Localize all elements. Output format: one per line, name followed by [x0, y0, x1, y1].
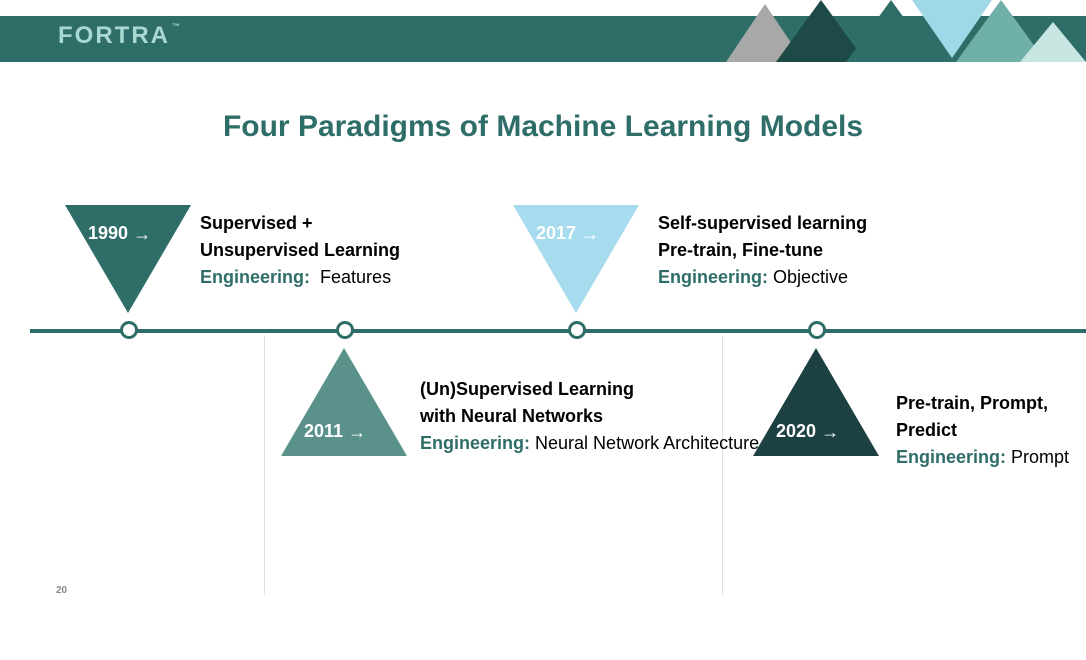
page-number: 20	[56, 585, 67, 596]
arrow-icon: →	[348, 422, 366, 443]
brand-text: FORTRA	[58, 22, 170, 49]
engineering-value: Features	[320, 267, 391, 287]
year-text: 2020	[776, 421, 816, 441]
separator-line	[722, 335, 723, 595]
engineering-value: Neural Network Architecture	[535, 433, 759, 453]
paradigm-desc-2020: Pre-train, Prompt, Predict Engineering: …	[896, 390, 1086, 471]
engineering-label: Engineering:	[896, 447, 1006, 467]
year-text: 2017	[536, 223, 576, 243]
trademark: ™	[172, 22, 182, 31]
paradigm-year-2020: 2020 →	[776, 421, 839, 442]
arrow-icon: →	[821, 422, 839, 443]
paradigm-year-1990: 1990 →	[88, 223, 151, 244]
arrow-icon: →	[581, 224, 599, 245]
engineering-value: Objective	[773, 267, 848, 287]
paradigm-desc-2017: Self-supervised learning Pre-train, Fine…	[658, 210, 867, 291]
desc-heading: Self-supervised learning	[658, 210, 867, 237]
paradigm-year-2011: 2011 →	[304, 421, 366, 442]
desc-heading: Pre-train, Fine-tune	[658, 237, 867, 264]
paradigm-triangle-2017	[513, 205, 639, 313]
slide-title: Four Paradigms of Machine Learning Model…	[0, 110, 1086, 144]
timeline-node	[568, 321, 586, 339]
desc-heading: with Neural Networks	[420, 403, 759, 430]
desc-heading: Unsupervised Learning	[200, 237, 400, 264]
paradigm-desc-1990: Supervised + Unsupervised Learning Engin…	[200, 210, 400, 291]
paradigm-triangle-1990	[65, 205, 191, 313]
paradigm-year-2017: 2017 →	[536, 223, 599, 244]
desc-heading: (Un)Supervised Learning	[420, 376, 759, 403]
engineering-label: Engineering:	[658, 267, 768, 287]
separator-line	[264, 335, 265, 595]
year-text: 1990	[88, 223, 128, 243]
engineering-label: Engineering:	[200, 267, 310, 287]
timeline-node	[120, 321, 138, 339]
year-text: 2011	[304, 421, 343, 441]
timeline-node	[336, 321, 354, 339]
header-decor-triangles	[726, 0, 1086, 62]
timeline-axis	[30, 329, 1086, 333]
paradigm-desc-2011: (Un)Supervised Learning with Neural Netw…	[420, 376, 759, 457]
engineering-label: Engineering:	[420, 433, 530, 453]
desc-heading: Pre-train, Prompt, Predict	[896, 390, 1086, 444]
desc-heading: Supervised +	[200, 210, 400, 237]
arrow-icon: →	[133, 224, 151, 245]
engineering-value: Prompt	[1011, 447, 1069, 467]
brand-logo: FORTRA™	[58, 22, 182, 50]
timeline-node	[808, 321, 826, 339]
